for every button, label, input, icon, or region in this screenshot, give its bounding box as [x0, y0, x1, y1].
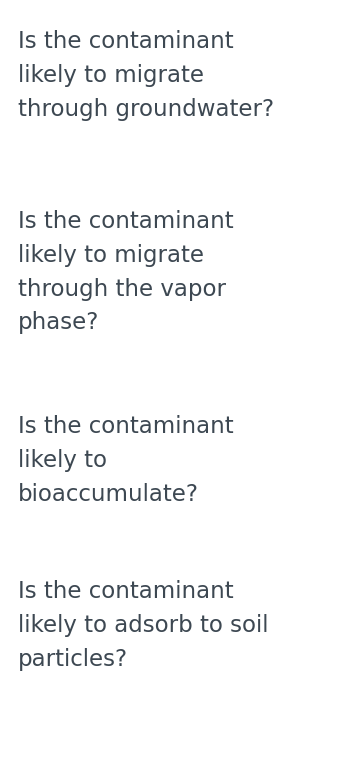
- Text: Is the contaminant
likely to
bioaccumulate?: Is the contaminant likely to bioaccumula…: [18, 415, 234, 506]
- Text: Is the contaminant
likely to migrate
through the vapor
phase?: Is the contaminant likely to migrate thr…: [18, 210, 234, 334]
- Text: Is the contaminant
likely to adsorb to soil
particles?: Is the contaminant likely to adsorb to s…: [18, 580, 268, 671]
- Text: Is the contaminant
likely to migrate
through groundwater?: Is the contaminant likely to migrate thr…: [18, 30, 274, 121]
